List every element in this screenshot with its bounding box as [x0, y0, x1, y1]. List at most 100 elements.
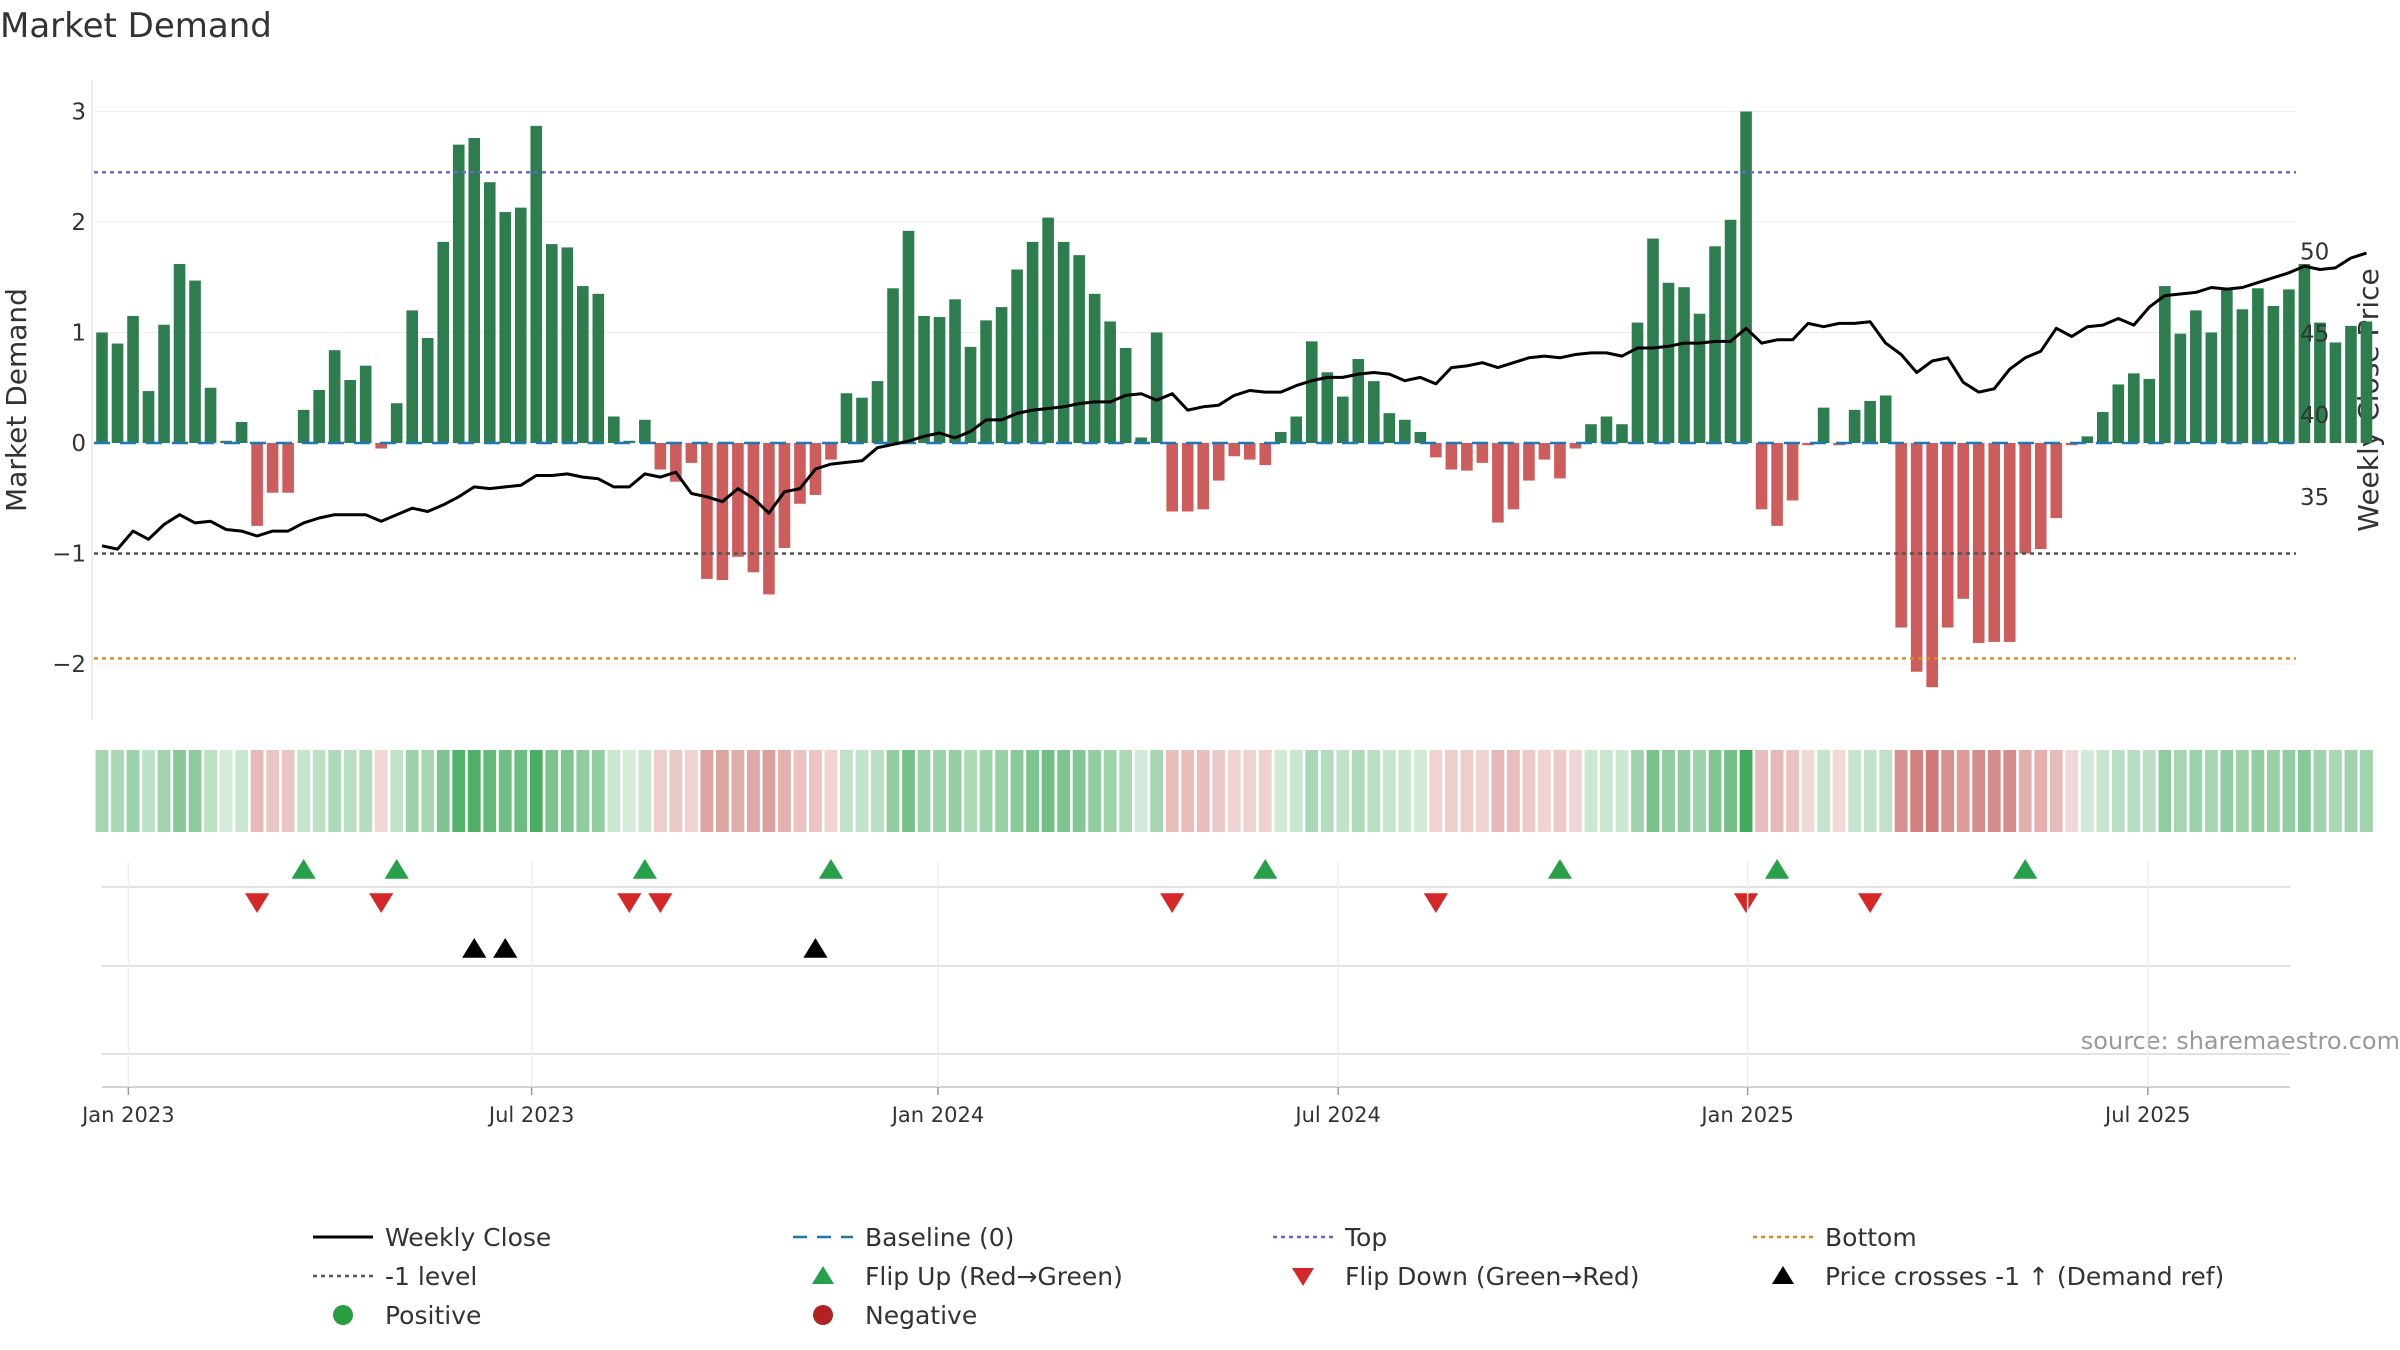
demand-bar [1802, 443, 1814, 446]
heat-strip-cell [700, 750, 714, 832]
heat-strip-cell [250, 750, 264, 832]
demand-bar [871, 381, 884, 443]
heat-strip-cell [1817, 750, 1831, 832]
demand-bar [1197, 443, 1210, 510]
heat-strip-cell [343, 750, 357, 832]
weekly-close-series [101, 251, 2367, 551]
heat-strip-cell [1693, 750, 1706, 832]
demand-bar [1150, 332, 1163, 443]
demand-bar [2267, 305, 2280, 443]
demand-bar [2143, 378, 2156, 443]
heat-strip-cell [328, 750, 342, 832]
demand-bar [701, 443, 713, 579]
heat-strip-cell [1972, 750, 1986, 832]
heat-strip-cell [1894, 750, 1908, 832]
demand-bar [2096, 412, 2109, 443]
heat-strip-cell [2111, 750, 2125, 832]
heat-strip-cell [1522, 750, 1536, 832]
demand-bar [1104, 321, 1116, 443]
heat-strip-cell [312, 750, 326, 832]
heat-strip-cell [1708, 750, 1722, 832]
y-ticks: 3 2 1 0 −1 −2 50 45 40 35 [52, 100, 2329, 679]
heat-strip-cell [591, 750, 605, 832]
heat-strip-cell [871, 750, 884, 832]
demand-bar [1941, 443, 1954, 628]
legend-item: Price crosses -1 ↑ (Demand ref) [1772, 1262, 2224, 1291]
demand-bar [670, 443, 682, 482]
legend-swatch-triangle-down [1292, 1268, 1314, 1286]
heat-strip-cell [467, 750, 481, 832]
heat-strip-cell [2220, 750, 2234, 832]
demand-bar [1088, 293, 1101, 443]
demand-bar [949, 299, 961, 443]
demand-bar [1693, 313, 1706, 443]
demand-bar [1461, 443, 1473, 471]
heat-strip-cell [219, 750, 233, 832]
heat-strip-cell [2049, 750, 2063, 832]
heat-strip-cell [607, 750, 621, 832]
demand-bar [1616, 424, 1628, 443]
flip-down-marker [1733, 893, 1759, 913]
legend-label: Flip Down (Green→Red) [1345, 1262, 1640, 1291]
flip-up-marker [384, 859, 409, 879]
heat-strip-cell [1150, 750, 1164, 832]
x-tick-label: Jan 2023 [80, 1103, 175, 1127]
demand-bar [1399, 419, 1411, 443]
heat-strip-cell [204, 750, 217, 832]
flip-up-marker [818, 859, 844, 879]
demand-bar [887, 288, 899, 443]
demand-bar [1011, 269, 1023, 443]
demand-bar [266, 443, 279, 493]
demand-bar [127, 315, 139, 443]
demand-bar [2298, 263, 2311, 443]
heat-strip-cell [95, 750, 109, 832]
heat-strip-cell [173, 750, 186, 832]
legend-item: Baseline (0) [793, 1223, 1014, 1252]
demand-bar [173, 263, 186, 443]
heat-strip-cell [2251, 750, 2265, 832]
heat-strip-cell [266, 750, 280, 832]
legend-item: Negative [813, 1301, 977, 1330]
demand-bar [2128, 373, 2140, 443]
heat-strip-cell [1258, 750, 1272, 832]
legend-item: Flip Up (Red→Green) [812, 1262, 1123, 1291]
heat-strip-cell [638, 750, 652, 832]
legend-item: Bottom [1753, 1223, 1917, 1252]
demand-bar [1926, 443, 1938, 688]
heat-strip-cell [1863, 750, 1877, 832]
legend-label: -1 level [385, 1262, 477, 1291]
demand-bar [282, 443, 294, 493]
heat-strip-cell [281, 750, 295, 832]
demand-bar [437, 241, 450, 443]
demand-bar [1166, 443, 1178, 512]
heat-strip-cell [964, 750, 977, 832]
heat-strip-cell [1801, 750, 1815, 832]
demand-bar [1662, 282, 1675, 443]
flip-down-marker [1423, 893, 1448, 913]
heat-strip-cell [1134, 750, 1148, 832]
y-left-tick-label: −1 [52, 542, 86, 568]
heat-strip-cell [1569, 750, 1582, 832]
demand-bar [1212, 443, 1225, 481]
y-left-tick-label: 0 [71, 431, 86, 457]
demand-bar [1879, 395, 1892, 443]
heat-strip-cell [1925, 750, 1939, 832]
demand-bar [1243, 443, 1256, 460]
demand-bar [1600, 416, 1613, 443]
demand-bar [1538, 443, 1551, 460]
y-right-tick-label: 45 [2300, 321, 2329, 347]
demand-bar [158, 324, 170, 443]
demand-bar [2236, 309, 2249, 443]
heat-strip-cell [1196, 750, 1210, 832]
heat-strip-cell [747, 750, 760, 832]
demand-bar [2221, 288, 2233, 443]
demand-bar [1709, 246, 1721, 443]
heat-strip-cell [1289, 750, 1303, 832]
event-markers [102, 859, 2290, 1088]
demand-bar [390, 403, 403, 443]
heat-strip-cell [1351, 750, 1365, 832]
heat-strip-cell [1987, 750, 2001, 832]
heat-strip-cell [2127, 750, 2141, 832]
legend-label: Negative [865, 1301, 977, 1330]
